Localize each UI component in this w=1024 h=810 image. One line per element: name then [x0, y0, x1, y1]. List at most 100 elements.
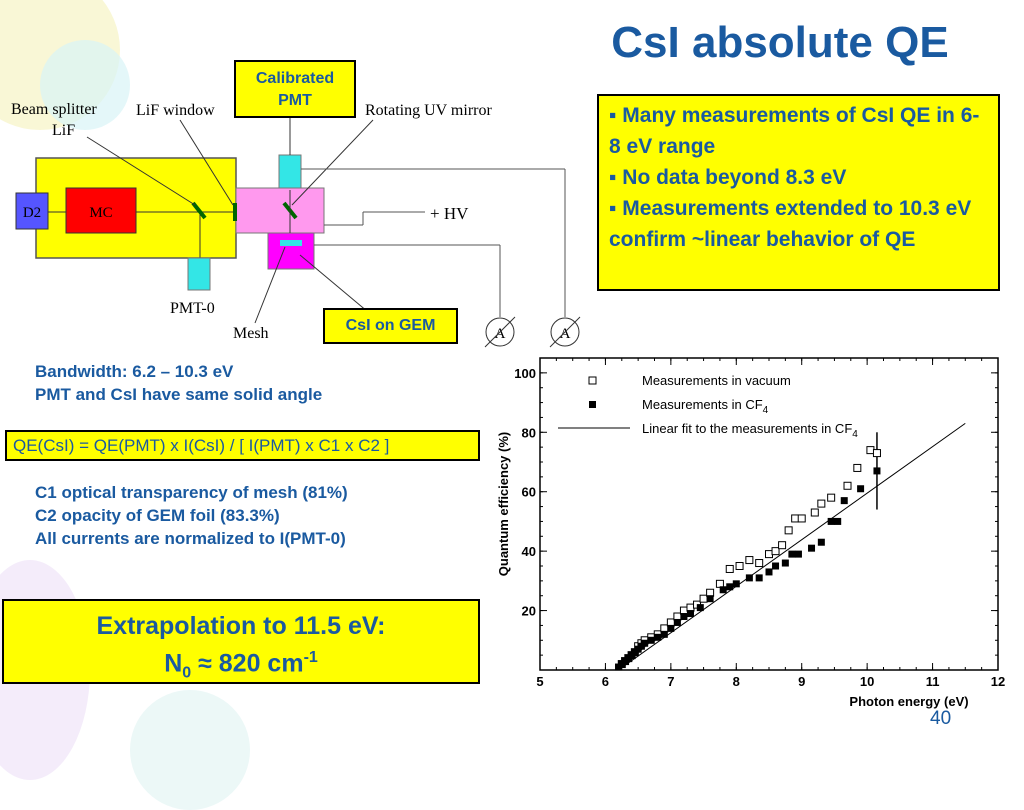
y-tick-label: 20: [522, 604, 536, 619]
cf4-point: [745, 574, 753, 582]
vacuum-point: [827, 493, 836, 502]
vacuum-point: [771, 547, 780, 556]
csi-on-gem-label: CsI on GEM: [345, 317, 436, 334]
legend-marker-cf4: [589, 401, 596, 408]
summary-bullets-box: ▪ Many measurements of CsI QE in 6-8 eV …: [597, 94, 1000, 291]
lif-label: LiF: [52, 122, 75, 139]
slide-title: CsI absolute QE: [611, 18, 949, 67]
cf4-point: [788, 550, 796, 558]
legend-label-cf4: Measurements in CF4: [642, 397, 769, 416]
vacuum-point: [843, 481, 852, 490]
vacuum-point: [725, 564, 734, 573]
vacuum-point: [755, 559, 764, 568]
cf4-point: [667, 624, 675, 632]
extrapolation-line1: Extrapolation to 11.5 eV:: [96, 612, 386, 640]
ammeter-1-needle: [484, 316, 516, 348]
leader-line: [254, 246, 286, 324]
vacuum-point: [797, 514, 806, 523]
cf4-point: [654, 633, 662, 641]
x-tick-label: 10: [860, 674, 874, 689]
extrapolation-box: Extrapolation to 11.5 eV: N0 ≈ 820 cm-1: [2, 599, 480, 684]
y-tick-label: 60: [522, 485, 536, 500]
correction-notes: C1 optical transparency of mesh (81%) C2…: [35, 481, 475, 550]
cf4-point: [673, 618, 681, 626]
beam-splitter-label: Beam splitter: [11, 101, 97, 118]
cf4-point: [696, 604, 704, 612]
leader-line: [86, 136, 196, 206]
mirror-chamber: [235, 187, 325, 234]
d2-label: D2: [23, 205, 41, 221]
cf4-point: [647, 636, 655, 644]
c2-text: C2 opacity of GEM foil (83.3%): [35, 506, 280, 525]
cf4-point: [686, 610, 694, 618]
decorative-swirl: [130, 690, 250, 810]
cf4-point: [781, 559, 789, 567]
extrapolation-line2: N0 ≈ 820 cm-1: [4, 642, 478, 689]
legend-label-vacuum: Measurements in vacuum: [642, 373, 791, 388]
mc-label: MC: [89, 205, 112, 221]
y-tick-label: 100: [514, 366, 536, 381]
leader-line: [291, 119, 374, 206]
y-axis-label: Quantum efficiency (%): [496, 432, 511, 576]
csi-on-gem-box: CsI on GEM: [323, 308, 458, 344]
csi-gem-foil: [280, 240, 302, 246]
vacuum-point: [778, 541, 787, 550]
rotating-uv-mirror-label: Rotating UV mirror: [365, 102, 492, 119]
x-tick-label: 7: [667, 674, 674, 689]
cf4-point: [726, 583, 734, 591]
experimental-setup-diagram: D2 MC + HV A A Beam splitter LiF LiF win…: [11, 101, 581, 348]
mc-monochromator: [65, 187, 137, 234]
bullet-item: ▪ Measurements extended to 10.3 eV confi…: [609, 197, 972, 251]
cf4-point: [834, 517, 842, 525]
lif-window-label: LiF window: [136, 102, 215, 119]
vacuum-point: [745, 556, 754, 565]
vacuum-point: [765, 550, 773, 559]
vacuum-point: [699, 594, 708, 603]
n-symbol: N: [164, 649, 183, 678]
x-tick-label: 11: [926, 674, 940, 689]
calibrated-pmt-tube: [278, 154, 302, 189]
vacuum-point: [817, 499, 826, 508]
leader-line: [299, 254, 375, 318]
x-tick-label: 12: [991, 674, 1005, 689]
cf4-point: [680, 613, 688, 621]
cf4-point: [641, 639, 649, 647]
x-tick-label: 8: [733, 674, 740, 689]
ammeter-1-label: A: [495, 326, 506, 342]
y-tick-label: 40: [522, 544, 536, 559]
bandwidth-notes: Bandwidth: 6.2 – 10.3 eV PMT and CsI hav…: [35, 360, 475, 406]
csi-gem-chamber: [267, 232, 315, 270]
vacuum-point: [872, 449, 881, 458]
x-tick-label: 6: [602, 674, 609, 689]
n-subscript: 0: [182, 664, 192, 682]
beam-splitter-element: [191, 201, 207, 220]
bullet-item: ▪ Many measurements of CsI QE in 6-8 eV …: [609, 104, 980, 158]
cf4-point: [840, 497, 848, 505]
qe-formula-box: QE(CsI) = QE(PMT) x I(CsI) / [ I(PMT) x …: [5, 430, 480, 461]
pmt0-tube: [187, 257, 211, 291]
ammeter-2-needle: [549, 316, 581, 348]
cf4-point: [873, 467, 881, 475]
y-tick-label: 80: [522, 425, 536, 440]
bullet-item: ▪ No data beyond 8.3 eV: [609, 166, 847, 189]
leader-line: [179, 119, 234, 206]
cf4-point: [765, 568, 773, 576]
bandwidth-text: Bandwidth: 6.2 – 10.3 eV: [35, 362, 234, 381]
vacuum-point: [853, 463, 862, 472]
cf4-point: [660, 630, 668, 638]
normalization-text: All currents are normalized to I(PMT-0): [35, 529, 346, 548]
vacuum-point: [784, 526, 793, 535]
fit-line: [618, 422, 966, 671]
unit-exponent: -1: [303, 649, 318, 666]
calibrated-pmt-box: Calibrated PMT: [234, 60, 356, 118]
vacuum-point: [735, 562, 744, 570]
cf4-point: [732, 580, 740, 588]
cf4-point: [794, 550, 802, 558]
ammeter-2-label: A: [560, 326, 571, 342]
qe-chart: 5 6 7 8 9 10 11 12 20 40 60 80 100 Photon energy (eV)…: [496, 357, 1005, 709]
x-tick-label: 9: [798, 674, 805, 689]
plot-frame: [539, 357, 999, 671]
hv-label: + HV: [430, 204, 469, 223]
cf4-point: [827, 517, 835, 525]
qe-formula-text: QE(CsI) = QE(PMT) x I(CsI) / [ I(PMT) x …: [13, 436, 390, 455]
